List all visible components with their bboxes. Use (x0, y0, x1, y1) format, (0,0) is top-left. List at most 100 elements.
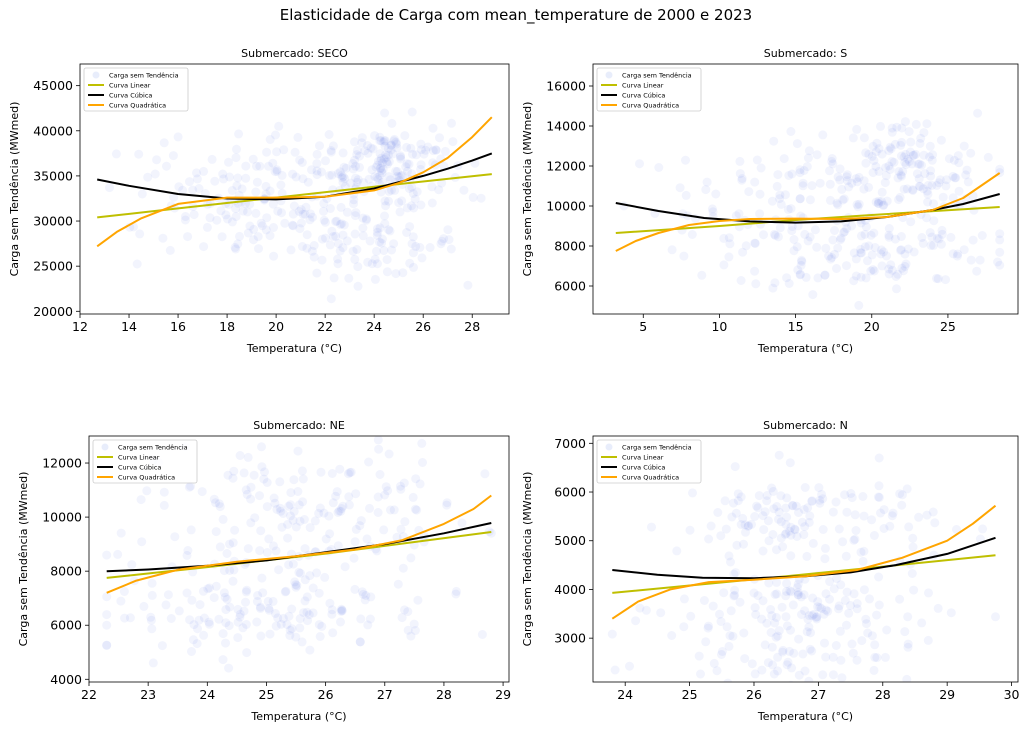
scatter-point (161, 600, 171, 610)
scatter-point (675, 183, 685, 193)
scatter-point (786, 587, 796, 597)
scatter-point (787, 226, 797, 236)
scatter-point (391, 269, 401, 279)
x-tick-label: 26 (415, 319, 431, 334)
y-tick-label: 8000 (50, 564, 82, 579)
scatter-point (750, 238, 760, 248)
scatter-point (751, 279, 761, 289)
y-axis-label: Carga sem Tendência (MWmed) (521, 102, 534, 277)
scatter-point (763, 516, 773, 526)
subplot-2: 22 23 24 25 26 27 28 29 4000 6000 8000 10000 12000 Su… (17, 419, 511, 723)
scatter-point (935, 175, 945, 185)
scatter-point (406, 553, 416, 563)
scatter-point (386, 140, 396, 150)
scatter-point (703, 623, 713, 633)
scatter-point (719, 260, 729, 270)
scatter-point (830, 249, 840, 259)
scatter-point (337, 504, 347, 513)
scatter-point (271, 130, 280, 140)
scatter-point (878, 200, 888, 210)
scatter-point (384, 186, 394, 196)
scatter-point (147, 578, 157, 588)
scatter-point (635, 159, 644, 169)
scatter-point (278, 509, 288, 518)
scatter-point (780, 529, 790, 539)
scatter-point (403, 166, 412, 176)
scatter-point (427, 182, 437, 192)
scatter-point (255, 546, 265, 556)
scatter-point (412, 505, 422, 515)
scatter-point (238, 623, 248, 633)
scatter-point (923, 635, 933, 645)
scatter-point (918, 238, 928, 248)
scatter-point (790, 525, 800, 535)
scatter-point (386, 505, 395, 515)
scatter-point (233, 617, 243, 627)
scatter-point (350, 137, 359, 147)
scatter-point (105, 183, 114, 193)
scatter-point (784, 171, 794, 180)
scatter-point (233, 198, 243, 208)
scatter-point (365, 503, 374, 513)
scatter-point (275, 477, 285, 487)
scatter-point (188, 635, 198, 645)
scatter-point (270, 498, 280, 508)
scatter-point (402, 228, 412, 237)
scatter-point (338, 230, 348, 240)
subplot-3: 24 25 26 27 28 29 30 3000 4000 5000 6000 7000 Submer… (521, 419, 1020, 723)
scatter-point (884, 264, 894, 274)
scatter-point (789, 235, 799, 244)
scatter-point (282, 620, 292, 629)
scatter-point (782, 660, 792, 670)
scatter-point (786, 127, 796, 136)
scatter-point (795, 270, 805, 280)
legend-label: Carga sem Tendência (622, 443, 692, 451)
scatter-point (202, 222, 212, 232)
scatter-point (903, 244, 913, 254)
scatter-point (859, 511, 869, 521)
scatter-point (394, 198, 404, 208)
scatter-point (749, 588, 759, 598)
scatter-point (772, 545, 781, 555)
scatter-point (257, 221, 267, 231)
scatter-point (296, 568, 305, 578)
scatter-point (242, 648, 252, 658)
scatter-point (288, 559, 298, 569)
scatter-point (288, 169, 298, 179)
scatter-point (862, 619, 871, 629)
scatter-point (892, 284, 901, 294)
scatter-point (463, 280, 473, 290)
scatter-point (173, 132, 183, 142)
plot-frame (79, 63, 510, 315)
scatter-point (384, 150, 393, 160)
scatter-point (241, 587, 251, 597)
scatter-point (338, 243, 348, 253)
scatter-point (335, 167, 345, 177)
scatter-point (269, 223, 278, 232)
x-tick-label: 25 (940, 319, 956, 334)
scatter-point (813, 602, 823, 612)
scatter-point (380, 141, 390, 151)
scatter-point (776, 491, 786, 501)
scatter-point (192, 639, 202, 649)
scatter-point (408, 189, 418, 198)
scatter-point (408, 149, 417, 159)
scatter-point (327, 609, 337, 619)
scatter-point (351, 524, 361, 534)
scatter-point (143, 172, 153, 182)
scatter-point (228, 576, 238, 586)
scatter-point (667, 245, 677, 255)
scatter-point (344, 273, 354, 283)
scatter-point (239, 468, 249, 478)
scatter-point (400, 605, 409, 615)
scatter-point (246, 494, 256, 504)
scatter-point (116, 528, 126, 538)
scatter-point (941, 181, 951, 191)
scatter-point (312, 166, 322, 176)
scatter-point (370, 172, 380, 182)
scatter-point (212, 215, 222, 225)
scatter-point (385, 226, 395, 236)
scatter-point (382, 157, 392, 167)
scatter-point (937, 225, 947, 235)
scatter-point (753, 591, 763, 601)
